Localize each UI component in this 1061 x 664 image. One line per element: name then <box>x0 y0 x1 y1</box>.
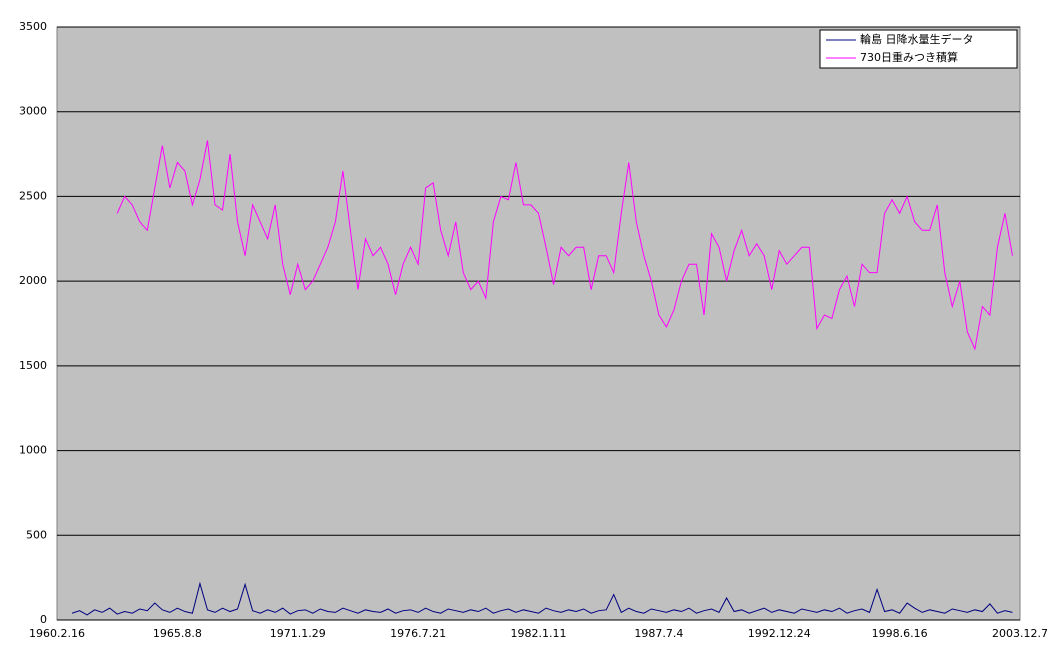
x-tick-label: 2003.12.7 <box>992 627 1048 640</box>
x-tick-label: 1987.7.4 <box>634 627 683 640</box>
y-tick-label: 2000 <box>19 274 47 287</box>
legend-label: 輪島 日降水量生データ <box>860 32 974 46</box>
x-tick-label: 1960.2.16 <box>29 627 85 640</box>
y-tick-label: 2500 <box>19 189 47 202</box>
y-tick-label: 1500 <box>19 359 47 372</box>
legend-label: 730日重みつき積算 <box>860 50 958 64</box>
legend-box <box>819 29 1018 69</box>
x-tick-label: 1971.1.29 <box>270 627 326 640</box>
series-line <box>71 581 1013 616</box>
plot-area <box>56 26 1021 621</box>
series-line <box>116 140 1013 351</box>
y-tick-label: 500 <box>26 528 47 541</box>
x-tick-label: 1998.6.16 <box>872 627 928 640</box>
y-tick-label: 0 <box>40 613 47 626</box>
y-tick-label: 1000 <box>19 444 47 457</box>
y-tick-label: 3500 <box>19 20 47 33</box>
x-tick-label: 1965.8.8 <box>153 627 202 640</box>
x-tick-label: 1982.1.11 <box>511 627 567 640</box>
x-tick-label: 1976.7.21 <box>390 627 446 640</box>
x-tick-label: 1992.12.24 <box>748 627 811 640</box>
y-tick-label: 3000 <box>19 105 47 118</box>
